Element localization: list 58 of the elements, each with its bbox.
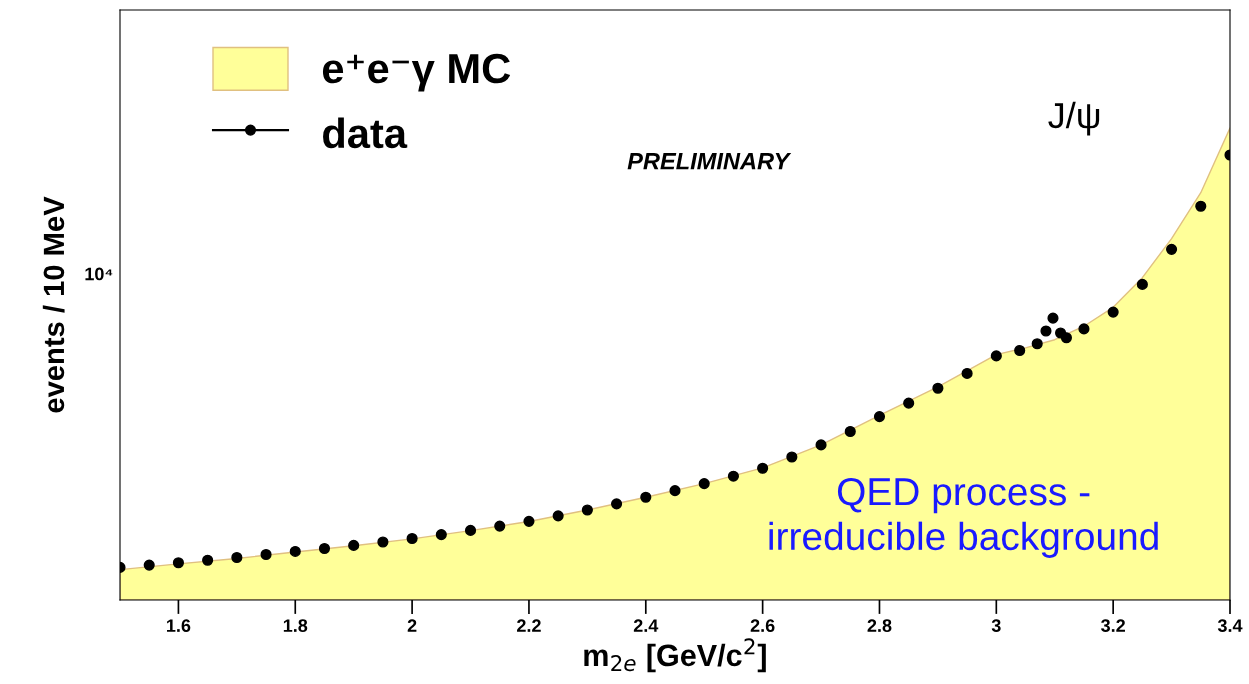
x-axis-title: m$_{2e}$ [GeV/c$^{2}$] — [584, 638, 766, 673]
point — [1195, 200, 1207, 212]
point — [464, 524, 477, 536]
x-tick-label: 2.2 — [517, 619, 541, 632]
x-tick-label: 3.2 — [1101, 619, 1125, 633]
point — [552, 510, 564, 522]
annotation: PRELIMINARY — [627, 153, 792, 170]
text: 10⁴ — [85, 267, 113, 281]
point — [172, 557, 184, 569]
point — [1136, 278, 1148, 290]
point — [406, 532, 418, 545]
x-tick-label: 1.8 — [283, 619, 308, 633]
point — [1107, 306, 1119, 318]
point — [231, 551, 243, 564]
point — [727, 470, 739, 482]
point — [1047, 312, 1059, 324]
point — [348, 539, 360, 551]
annotation: QED process - irreducible background — [769, 477, 1158, 558]
point — [757, 462, 769, 474]
point — [698, 478, 710, 490]
point — [903, 397, 915, 409]
point — [523, 515, 535, 527]
point — [202, 554, 214, 566]
point — [1040, 325, 1052, 337]
point — [640, 491, 652, 503]
x-tick-label: 3.4 — [1217, 619, 1243, 633]
point — [1031, 338, 1043, 350]
point — [1014, 344, 1026, 357]
point — [581, 504, 593, 516]
point — [815, 439, 827, 451]
x-tick-label: 2.4 — [633, 619, 659, 632]
x-tick-label: 1.6 — [167, 619, 191, 633]
x-tick-label: 2.8 — [867, 619, 892, 633]
point — [289, 545, 301, 557]
x-tick-label: 2.6 — [750, 619, 775, 633]
point — [990, 350, 1002, 362]
point — [932, 382, 944, 394]
point — [786, 451, 798, 463]
point — [1060, 332, 1072, 344]
point — [1078, 323, 1090, 335]
point — [494, 520, 506, 532]
x-tick-label: 3 — [991, 619, 1001, 633]
point — [961, 367, 973, 379]
point — [143, 559, 155, 571]
y-axis-title: events / 10 MeV — [42, 196, 65, 413]
annotation: J/ψ — [1048, 101, 1100, 136]
legend-label: e⁺e⁻γ MC — [322, 53, 511, 92]
point — [260, 548, 272, 561]
x-tick-label: 2 — [407, 619, 417, 632]
point — [435, 529, 447, 541]
point — [669, 485, 681, 497]
point — [318, 542, 331, 555]
point — [377, 536, 389, 548]
legend-label: data — [323, 117, 408, 149]
point — [611, 498, 623, 510]
point — [844, 425, 856, 438]
point — [1166, 243, 1178, 255]
point — [873, 411, 886, 423]
